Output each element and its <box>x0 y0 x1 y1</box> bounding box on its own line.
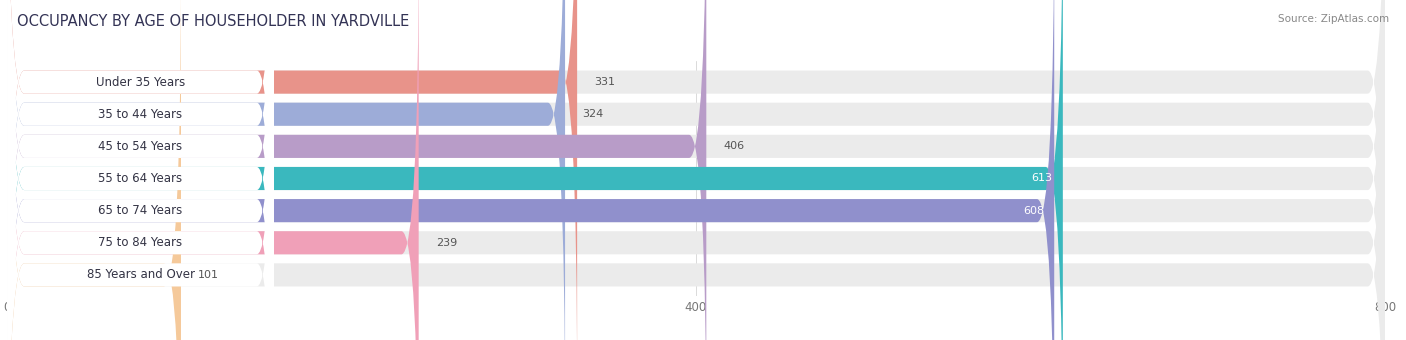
Text: 101: 101 <box>198 270 219 280</box>
FancyBboxPatch shape <box>7 0 274 340</box>
Text: 613: 613 <box>1032 173 1053 184</box>
Text: OCCUPANCY BY AGE OF HOUSEHOLDER IN YARDVILLE: OCCUPANCY BY AGE OF HOUSEHOLDER IN YARDV… <box>17 14 409 29</box>
Text: 75 to 84 Years: 75 to 84 Years <box>98 236 183 249</box>
FancyBboxPatch shape <box>7 0 274 340</box>
Text: 45 to 54 Years: 45 to 54 Years <box>98 140 183 153</box>
FancyBboxPatch shape <box>7 0 1063 340</box>
FancyBboxPatch shape <box>7 0 419 340</box>
FancyBboxPatch shape <box>7 0 274 340</box>
Text: Under 35 Years: Under 35 Years <box>96 75 186 89</box>
FancyBboxPatch shape <box>7 0 274 340</box>
FancyBboxPatch shape <box>7 0 274 340</box>
Text: 608: 608 <box>1022 206 1043 216</box>
Text: 65 to 74 Years: 65 to 74 Years <box>98 204 183 217</box>
FancyBboxPatch shape <box>7 0 1385 340</box>
FancyBboxPatch shape <box>7 0 1054 340</box>
FancyBboxPatch shape <box>7 0 1385 340</box>
Text: 331: 331 <box>595 77 616 87</box>
FancyBboxPatch shape <box>7 0 576 340</box>
FancyBboxPatch shape <box>7 0 274 340</box>
FancyBboxPatch shape <box>7 0 1385 340</box>
Text: 55 to 64 Years: 55 to 64 Years <box>98 172 183 185</box>
Text: 239: 239 <box>436 238 457 248</box>
Text: 85 Years and Over: 85 Years and Over <box>87 268 194 282</box>
Text: 324: 324 <box>582 109 603 119</box>
Text: Source: ZipAtlas.com: Source: ZipAtlas.com <box>1278 14 1389 23</box>
FancyBboxPatch shape <box>7 0 1385 340</box>
Text: 406: 406 <box>724 141 745 151</box>
FancyBboxPatch shape <box>7 0 181 340</box>
FancyBboxPatch shape <box>7 0 274 340</box>
Text: 35 to 44 Years: 35 to 44 Years <box>98 108 183 121</box>
FancyBboxPatch shape <box>7 0 1385 340</box>
FancyBboxPatch shape <box>7 0 1385 340</box>
FancyBboxPatch shape <box>7 0 1385 340</box>
FancyBboxPatch shape <box>7 0 565 340</box>
FancyBboxPatch shape <box>7 0 706 340</box>
